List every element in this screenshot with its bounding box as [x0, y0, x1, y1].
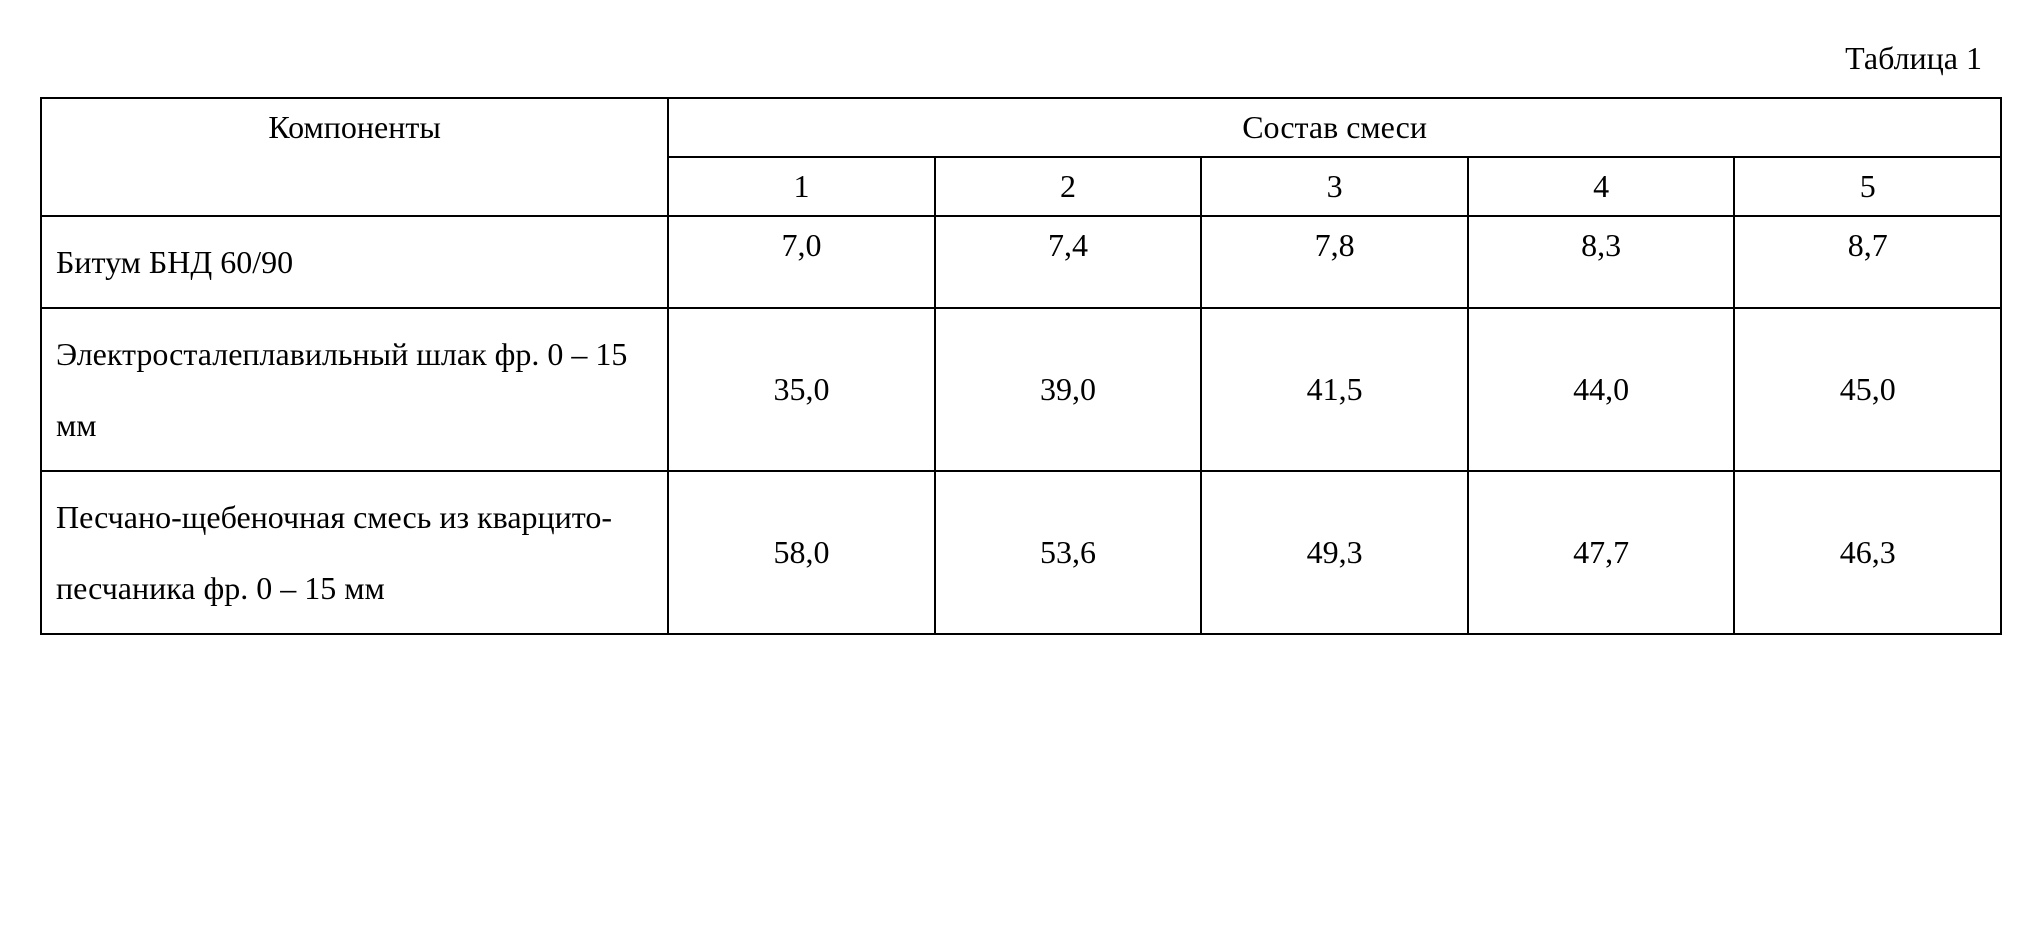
table-row: Песчано-щебеночная смесь из кварцито-пес…: [41, 471, 2001, 634]
table-row: Электросталеплавильный шлак фр. 0 – 15 м…: [41, 308, 2001, 471]
data-cell: 35,0: [668, 308, 935, 471]
header-group: Состав смеси: [668, 98, 2001, 157]
data-cell: 39,0: [935, 308, 1202, 471]
table-row: Битум БНД 60/90 7,0 7,4 7,8 8,3 8,7: [41, 216, 2001, 308]
data-cell: 58,0: [668, 471, 935, 634]
composition-table: Компоненты Состав смеси 1 2 3 4 5 Битум …: [40, 97, 2002, 635]
data-cell: 49,3: [1201, 471, 1468, 634]
data-cell: 8,7: [1734, 216, 2001, 308]
header-col-3: 3: [1201, 157, 1468, 216]
data-cell: 53,6: [935, 471, 1202, 634]
row-label: Песчано-щебеночная смесь из кварцито-пес…: [41, 471, 668, 634]
row-label: Битум БНД 60/90: [41, 216, 668, 308]
header-components: Компоненты: [41, 98, 668, 216]
data-cell: 7,8: [1201, 216, 1468, 308]
row-label: Электросталеплавильный шлак фр. 0 – 15 м…: [41, 308, 668, 471]
data-cell: 8,3: [1468, 216, 1735, 308]
header-col-1: 1: [668, 157, 935, 216]
data-cell: 46,3: [1734, 471, 2001, 634]
data-cell: 45,0: [1734, 308, 2001, 471]
header-col-2: 2: [935, 157, 1202, 216]
header-col-5: 5: [1734, 157, 2001, 216]
data-cell: 7,4: [935, 216, 1202, 308]
header-col-4: 4: [1468, 157, 1735, 216]
data-cell: 7,0: [668, 216, 935, 308]
table-caption: Таблица 1: [40, 40, 2002, 77]
table-header-row-1: Компоненты Состав смеси: [41, 98, 2001, 157]
data-cell: 44,0: [1468, 308, 1735, 471]
data-cell: 41,5: [1201, 308, 1468, 471]
data-cell: 47,7: [1468, 471, 1735, 634]
